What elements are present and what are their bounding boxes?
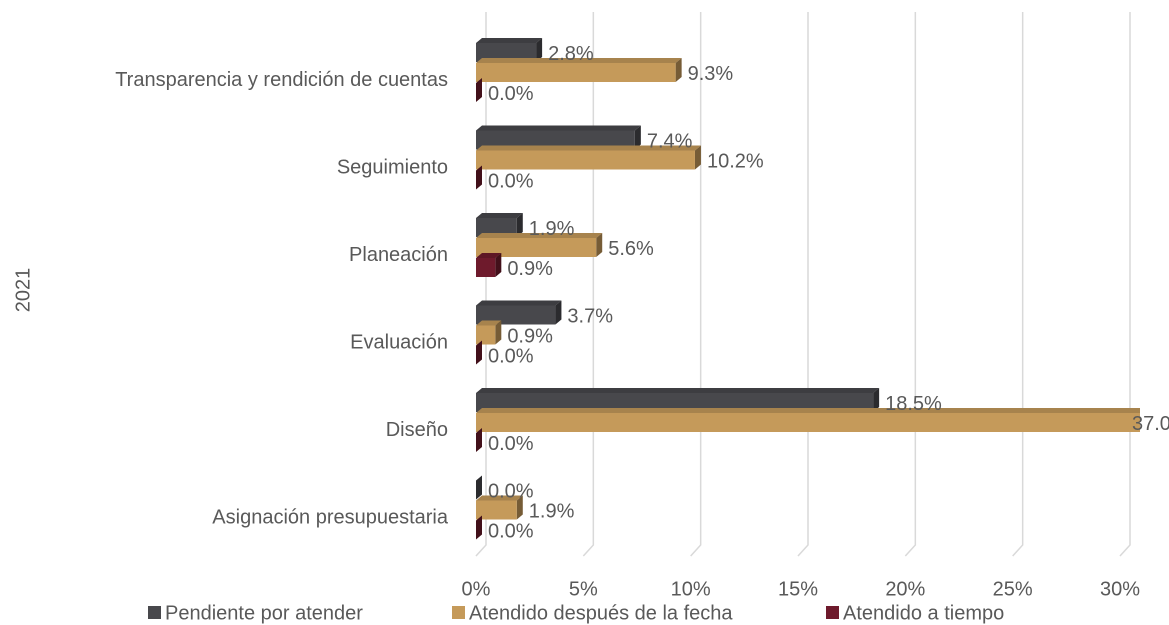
data-label: 7.4% [647, 130, 693, 152]
bar-side [476, 515, 482, 540]
y-axis-label: 2021 [12, 268, 34, 313]
bar-side [675, 58, 682, 82]
bar [476, 130, 635, 150]
bar-side [476, 428, 482, 452]
legend-swatch [826, 606, 839, 619]
legend-swatch [452, 606, 465, 619]
y-tick-label: Diseño [386, 419, 448, 441]
grid-line [475, 12, 487, 557]
bar [476, 413, 1140, 432]
bar-side [476, 340, 482, 365]
grid-line [1012, 12, 1024, 557]
bars [476, 38, 1140, 540]
bar [476, 258, 496, 277]
legend-label: Pendiente por atender [165, 602, 363, 624]
data-label: 0.0% [488, 170, 534, 192]
bar [476, 63, 676, 82]
bar-top [476, 253, 502, 258]
data-label: 0.0% [488, 480, 534, 502]
bar [476, 218, 517, 237]
data-label: 5.6% [608, 238, 654, 260]
bar-side [516, 213, 523, 237]
bar-side [476, 165, 482, 190]
data-label: 37.0% [1132, 413, 1169, 435]
bar [476, 150, 695, 170]
bar [476, 393, 874, 412]
data-label: 0.9% [507, 325, 553, 347]
data-label: 0.0% [488, 520, 534, 542]
bar-top [476, 233, 603, 238]
bar-side [476, 78, 482, 102]
grid-line [797, 12, 809, 557]
bar [476, 238, 597, 257]
data-label: 0.0% [488, 433, 534, 455]
legend-swatch [148, 606, 161, 619]
x-tick-label: 0% [462, 578, 491, 600]
bar-top [476, 125, 641, 131]
bar-top [476, 145, 701, 151]
data-label: 18.5% [885, 393, 942, 415]
x-tick-label: 10% [671, 578, 711, 600]
y-tick-label: Asignación presupuestaria [212, 507, 449, 529]
bar-top [476, 38, 543, 43]
bar-top [476, 495, 523, 501]
data-label: 0.0% [488, 83, 534, 105]
grid-line [690, 12, 702, 557]
legend-label: Atendido a tiempo [843, 602, 1004, 624]
bar-side [495, 320, 502, 345]
bar-side [873, 388, 880, 412]
data-label: 2.8% [548, 43, 594, 65]
data-label: 0.9% [507, 258, 553, 280]
x-tick-label: 25% [993, 578, 1033, 600]
y-tick-label: Seguimiento [337, 157, 448, 179]
bar [476, 305, 556, 325]
bar-top [476, 320, 502, 326]
y-tick-label: Planeación [349, 244, 448, 266]
bar [476, 43, 537, 62]
grid-line [904, 12, 917, 557]
bar-top [476, 388, 880, 393]
x-tick-label: 15% [778, 578, 818, 600]
data-label: 9.3% [688, 63, 734, 85]
x-tick-label: 5% [569, 578, 598, 600]
x-tick-label: 30% [1100, 578, 1140, 600]
bar-side [634, 125, 641, 150]
bar-side [516, 495, 523, 520]
y-tick-label: Transparencia y rendición de cuentas [115, 69, 448, 91]
bar-top [476, 58, 682, 63]
bar-side [476, 475, 482, 500]
data-label: 10.2% [707, 150, 764, 172]
data-label: 0.0% [488, 345, 534, 367]
grid-line [1119, 12, 1131, 557]
bar-top [476, 408, 1140, 413]
grid-line [582, 12, 595, 557]
bar-top [476, 300, 562, 306]
data-label: 1.9% [529, 500, 575, 522]
bar-side [694, 145, 701, 170]
bar-side [555, 300, 562, 325]
bar [476, 325, 496, 345]
bar-top [476, 213, 523, 218]
bar-side [596, 233, 603, 257]
bar [476, 500, 517, 520]
x-tick-label: 20% [885, 578, 925, 600]
data-label: 1.9% [529, 218, 575, 240]
data-label: 3.7% [567, 305, 613, 327]
bar-side [536, 38, 543, 62]
legend-label: Atendido después de la fecha [469, 602, 733, 624]
y-tick-label: Evaluación [350, 332, 448, 354]
bar-side [495, 253, 502, 277]
